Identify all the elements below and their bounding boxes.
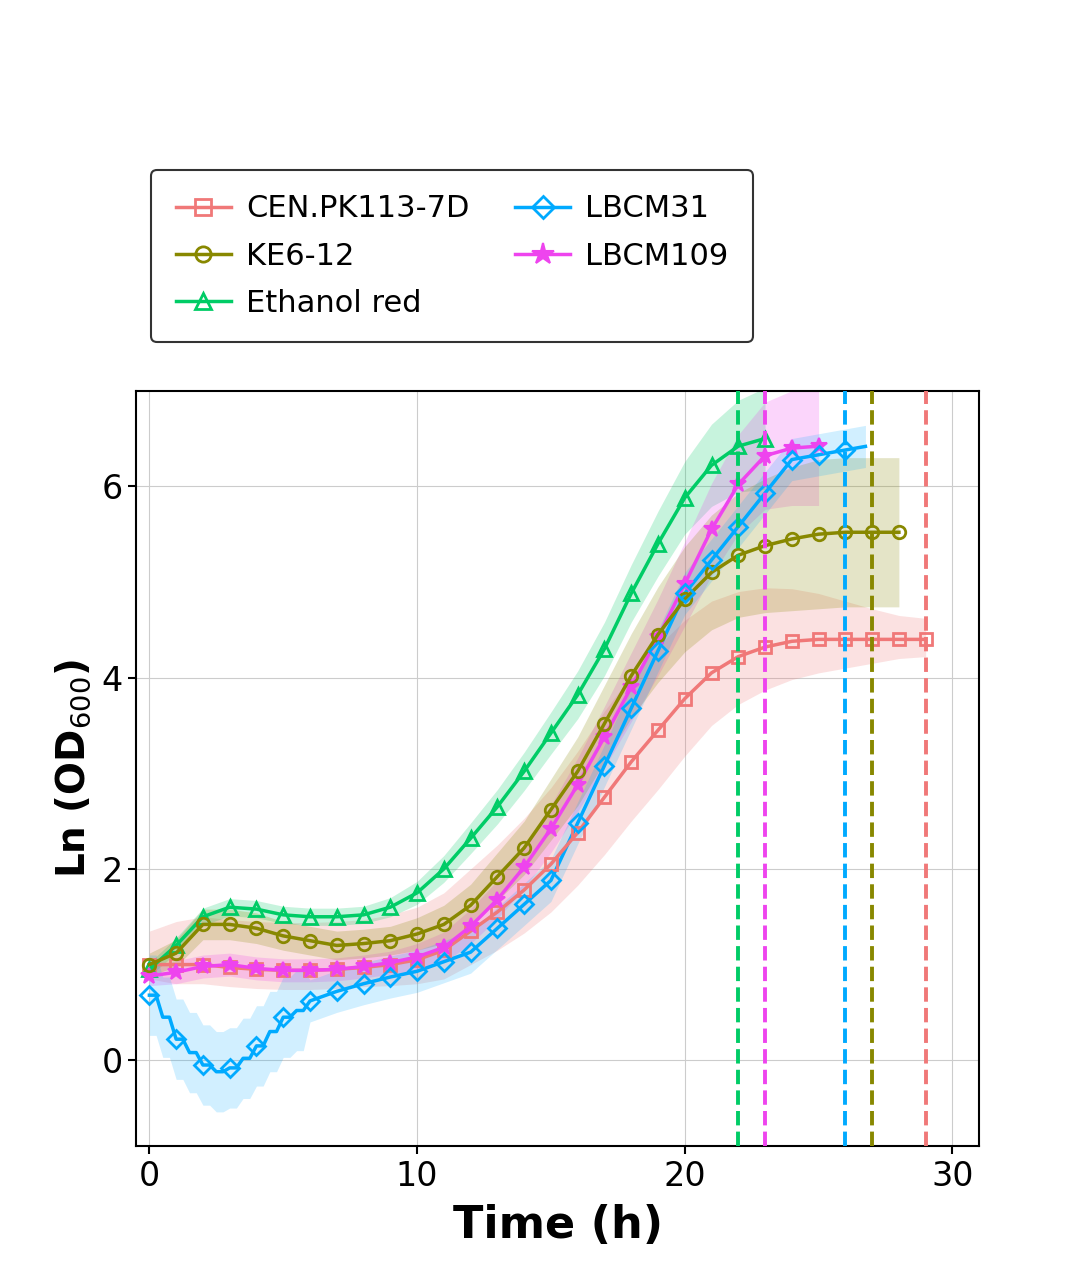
Y-axis label: Ln (OD$_{600}$): Ln (OD$_{600}$) — [53, 659, 94, 878]
X-axis label: Time (h): Time (h) — [453, 1203, 663, 1247]
Legend: CEN.PK113-7D, KE6-12, Ethanol red, LBCM31, LBCM109: CEN.PK113-7D, KE6-12, Ethanol red, LBCM3… — [151, 170, 753, 343]
